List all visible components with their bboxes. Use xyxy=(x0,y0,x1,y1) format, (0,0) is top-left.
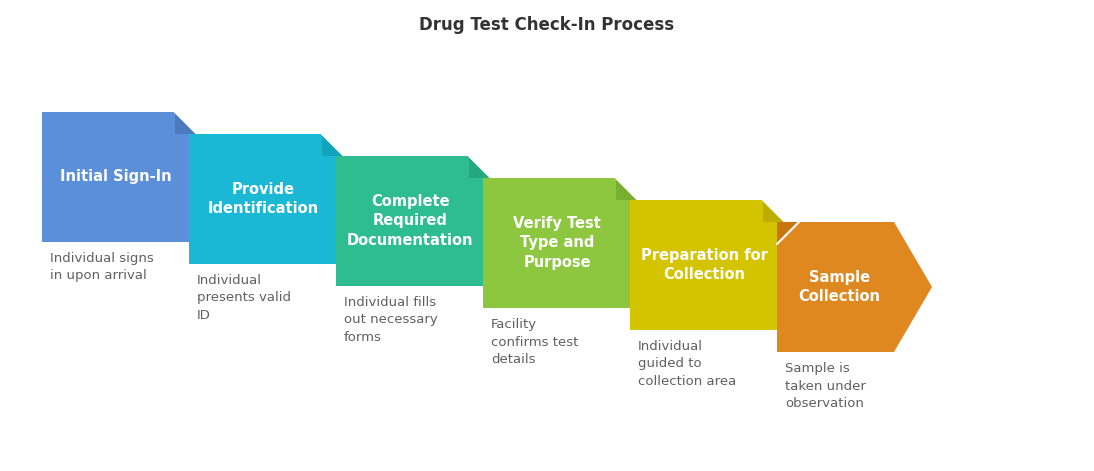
Text: Sample is
taken under
observation: Sample is taken under observation xyxy=(785,362,865,410)
Text: Sample
Collection: Sample Collection xyxy=(799,270,881,304)
Polygon shape xyxy=(616,178,638,200)
Polygon shape xyxy=(482,178,638,308)
Text: Individual
presents valid
ID: Individual presents valid ID xyxy=(197,274,291,322)
Polygon shape xyxy=(469,156,491,178)
Polygon shape xyxy=(42,112,197,242)
Polygon shape xyxy=(777,222,799,244)
Polygon shape xyxy=(336,156,491,286)
Polygon shape xyxy=(322,134,344,156)
Text: Provide
Identification: Provide Identification xyxy=(208,182,318,216)
Polygon shape xyxy=(189,134,344,264)
Polygon shape xyxy=(777,222,932,352)
Text: Complete
Required
Documentation: Complete Required Documentation xyxy=(347,195,474,248)
Text: Preparation for
Collection: Preparation for Collection xyxy=(641,248,768,282)
Text: Drug Test Check-In Process: Drug Test Check-In Process xyxy=(419,16,675,34)
Text: Initial Sign-In: Initial Sign-In xyxy=(60,170,172,185)
Text: Facility
confirms test
details: Facility confirms test details xyxy=(491,318,579,366)
Polygon shape xyxy=(763,200,785,222)
Polygon shape xyxy=(175,112,197,134)
Text: Verify Test
Type and
Purpose: Verify Test Type and Purpose xyxy=(513,216,601,270)
Text: Individual signs
in upon arrival: Individual signs in upon arrival xyxy=(50,252,154,283)
Text: Individual fills
out necessary
forms: Individual fills out necessary forms xyxy=(344,296,438,344)
Text: Individual
guided to
collection area: Individual guided to collection area xyxy=(638,340,736,388)
Polygon shape xyxy=(630,200,785,330)
